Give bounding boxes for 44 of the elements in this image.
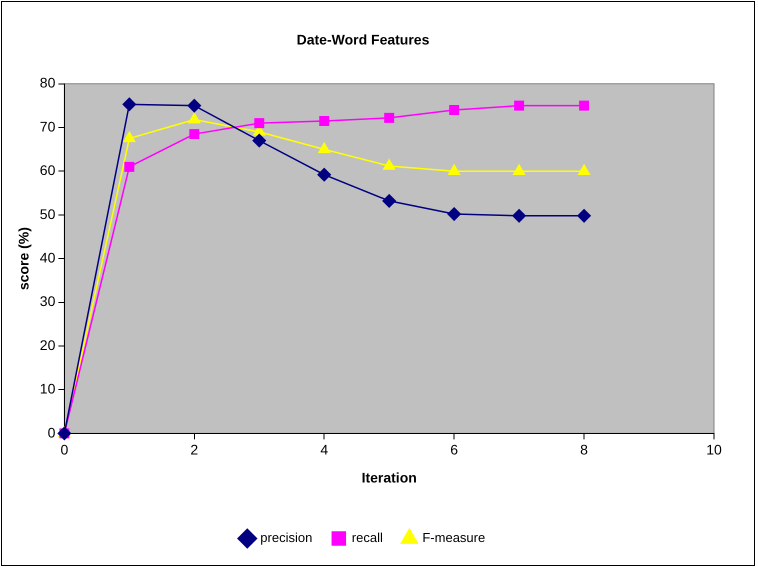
point xyxy=(123,132,136,142)
y-tick-label: 60 xyxy=(40,162,56,178)
x-axis-title: Iteration xyxy=(362,469,417,486)
legend-label: precision xyxy=(260,530,312,546)
point xyxy=(382,194,396,208)
point xyxy=(254,118,264,128)
x-tick-label: 8 xyxy=(580,442,588,458)
legend-label: F-measure xyxy=(422,530,486,546)
point xyxy=(449,105,460,116)
y-axis-title: score (%) xyxy=(15,227,32,290)
point xyxy=(513,164,526,175)
point xyxy=(318,142,330,154)
point xyxy=(577,209,591,223)
point xyxy=(189,129,200,140)
point xyxy=(252,134,266,148)
y-tick-label: 10 xyxy=(40,380,56,397)
point xyxy=(319,116,330,126)
point xyxy=(514,100,524,111)
y-tick-label: 40 xyxy=(40,249,56,266)
y-tick-label: 50 xyxy=(40,206,56,222)
point xyxy=(188,112,200,124)
point xyxy=(384,112,394,123)
legend-label: recall xyxy=(352,530,383,546)
y-tick-label: 0 xyxy=(48,424,56,440)
x-tick-label: 6 xyxy=(450,442,458,458)
x-tick-label: 4 xyxy=(320,442,328,458)
point xyxy=(578,164,590,175)
x-tick-label: 10 xyxy=(706,442,722,458)
point xyxy=(124,162,134,172)
point xyxy=(447,207,461,221)
point xyxy=(383,159,396,170)
point xyxy=(448,164,460,175)
point xyxy=(512,209,526,223)
point xyxy=(122,98,136,112)
y-tick-label: 80 xyxy=(40,74,56,91)
point xyxy=(317,168,331,182)
chart-title: Date-Word Features xyxy=(296,31,430,48)
y-tick-label: 30 xyxy=(40,293,56,310)
y-tick-label: 70 xyxy=(40,118,56,134)
x-tick-label: 2 xyxy=(190,442,198,458)
point xyxy=(188,98,202,112)
x-tick-label: 0 xyxy=(60,442,68,458)
point xyxy=(579,100,590,111)
y-tick-label: 20 xyxy=(40,336,56,353)
